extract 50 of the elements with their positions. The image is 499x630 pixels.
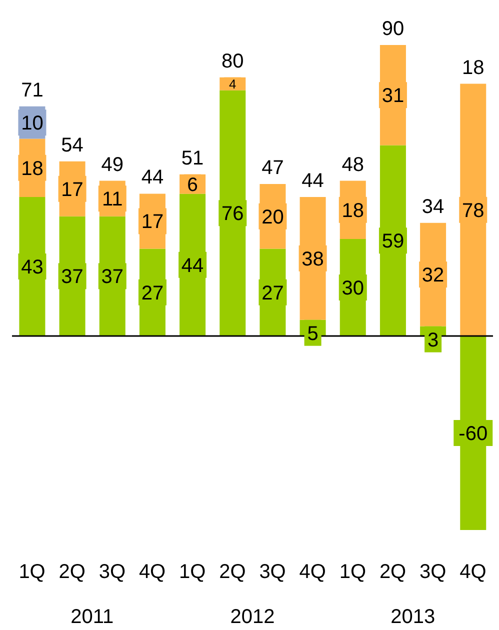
x-tick-label: 1Q [179, 561, 206, 583]
total-label: 90 [382, 18, 404, 40]
data-label: 17 [141, 211, 164, 234]
x-tick-label: 1Q [339, 561, 366, 583]
total-label: 54 [61, 134, 84, 156]
total-label: 18 [462, 56, 484, 79]
data-label: 27 [262, 282, 284, 304]
data-label: 17 [61, 178, 84, 201]
data-label: 31 [382, 85, 404, 108]
text: 2013 [390, 606, 436, 628]
text: 2012 [230, 606, 275, 628]
x-tick-label: 2Q [58, 561, 86, 583]
total-label: 48 [342, 154, 364, 176]
total-label: 44 [302, 170, 324, 192]
x-tick-label: 4Q [138, 561, 166, 583]
total-label: 34 [422, 196, 444, 218]
x-tick-label: 2Q [379, 561, 406, 583]
total-label: 49 [101, 154, 124, 176]
x-tick-label: 2Q [219, 561, 246, 583]
text: 2011 [70, 606, 114, 628]
data-label: 76 [222, 203, 244, 226]
total-label: 47 [262, 157, 284, 180]
data-label: 27 [141, 282, 164, 304]
data-label: 37 [61, 266, 84, 288]
data-label: -60 [458, 423, 488, 445]
x-tick-label: 4Q [460, 561, 486, 583]
data-label: 59 [382, 230, 404, 253]
data-label: 6 [187, 174, 198, 196]
data-label: 43 [21, 256, 44, 278]
data-label: 4 [229, 76, 236, 92]
data-label: 32 [422, 264, 444, 287]
data-label: 78 [462, 200, 484, 222]
data-label: 30 [342, 278, 364, 300]
x-tick-label: 3Q [259, 561, 286, 583]
data-label: 38 [302, 248, 324, 270]
total-label: 80 [222, 50, 244, 72]
x-tick-label: 3Q [98, 561, 126, 583]
x-tick-label: 1Q [18, 561, 46, 583]
total-label: 71 [21, 79, 44, 102]
data-label: 20 [262, 206, 284, 228]
data-label: 11 [102, 188, 123, 211]
total-label: 51 [181, 147, 204, 170]
x-tick-label: 3Q [420, 561, 446, 583]
data-label: 10 [21, 112, 44, 135]
data-label: 44 [181, 254, 204, 277]
x-tick-label: 4Q [299, 561, 326, 583]
data-label: 37 [101, 266, 124, 288]
total-label: 44 [141, 166, 164, 189]
data-label: 18 [21, 158, 44, 180]
data-label: 18 [342, 200, 364, 222]
